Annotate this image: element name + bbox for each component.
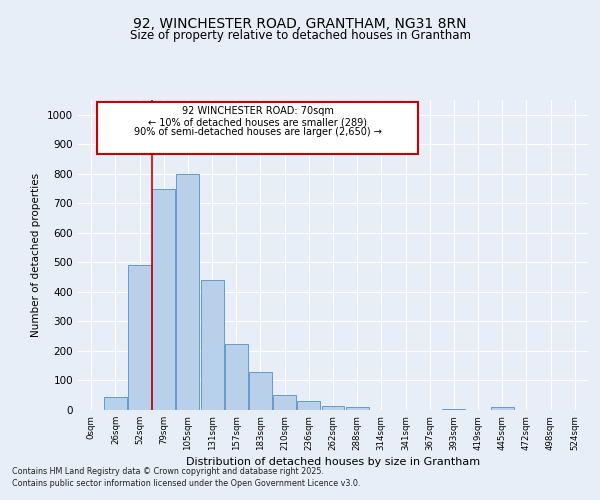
Text: 92 WINCHESTER ROAD: 70sqm: 92 WINCHESTER ROAD: 70sqm [182,106,334,117]
Text: Contains HM Land Registry data © Crown copyright and database right 2025.
Contai: Contains HM Land Registry data © Crown c… [12,466,361,487]
X-axis label: Distribution of detached houses by size in Grantham: Distribution of detached houses by size … [186,456,480,466]
Bar [200,280,224,410]
Bar [152,188,175,410]
Bar [298,401,320,410]
Bar [491,407,514,410]
Bar [442,408,466,410]
Bar [346,407,368,410]
Text: Size of property relative to detached houses in Grantham: Size of property relative to detached ho… [130,29,470,42]
Bar [225,344,248,410]
Bar [249,372,272,410]
Text: 92, WINCHESTER ROAD, GRANTHAM, NG31 8RN: 92, WINCHESTER ROAD, GRANTHAM, NG31 8RN [133,18,467,32]
Bar [273,394,296,410]
Text: 90% of semi-detached houses are larger (2,650) →: 90% of semi-detached houses are larger (… [134,127,382,137]
Text: ← 10% of detached houses are smaller (289): ← 10% of detached houses are smaller (28… [148,117,367,127]
FancyBboxPatch shape [97,102,418,154]
Bar [322,406,344,410]
Bar [176,174,199,410]
Bar [104,396,127,410]
Bar [128,266,151,410]
Y-axis label: Number of detached properties: Number of detached properties [31,173,41,337]
